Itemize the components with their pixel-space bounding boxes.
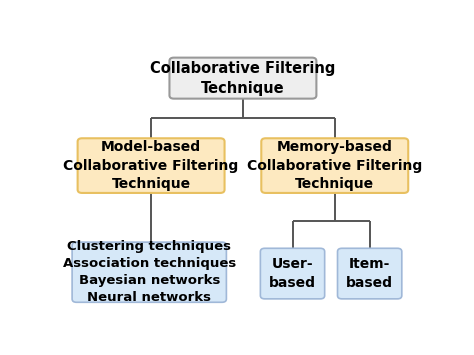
FancyBboxPatch shape — [169, 58, 316, 99]
FancyBboxPatch shape — [261, 138, 408, 193]
Text: User-
based: User- based — [269, 257, 316, 290]
FancyBboxPatch shape — [78, 138, 225, 193]
FancyBboxPatch shape — [337, 248, 402, 299]
FancyBboxPatch shape — [72, 242, 227, 302]
Text: Model-based
Collaborative Filtering
Technique: Model-based Collaborative Filtering Tech… — [64, 140, 239, 191]
Text: Item-
based: Item- based — [346, 257, 393, 290]
Text: Clustering techniques
Association techniques
Bayesian networks
Neural networks: Clustering techniques Association techni… — [63, 240, 236, 304]
Text: Collaborative Filtering
Technique: Collaborative Filtering Technique — [150, 61, 336, 95]
FancyBboxPatch shape — [260, 248, 325, 299]
Text: Memory-based
Collaborative Filtering
Technique: Memory-based Collaborative Filtering Tec… — [247, 140, 422, 191]
